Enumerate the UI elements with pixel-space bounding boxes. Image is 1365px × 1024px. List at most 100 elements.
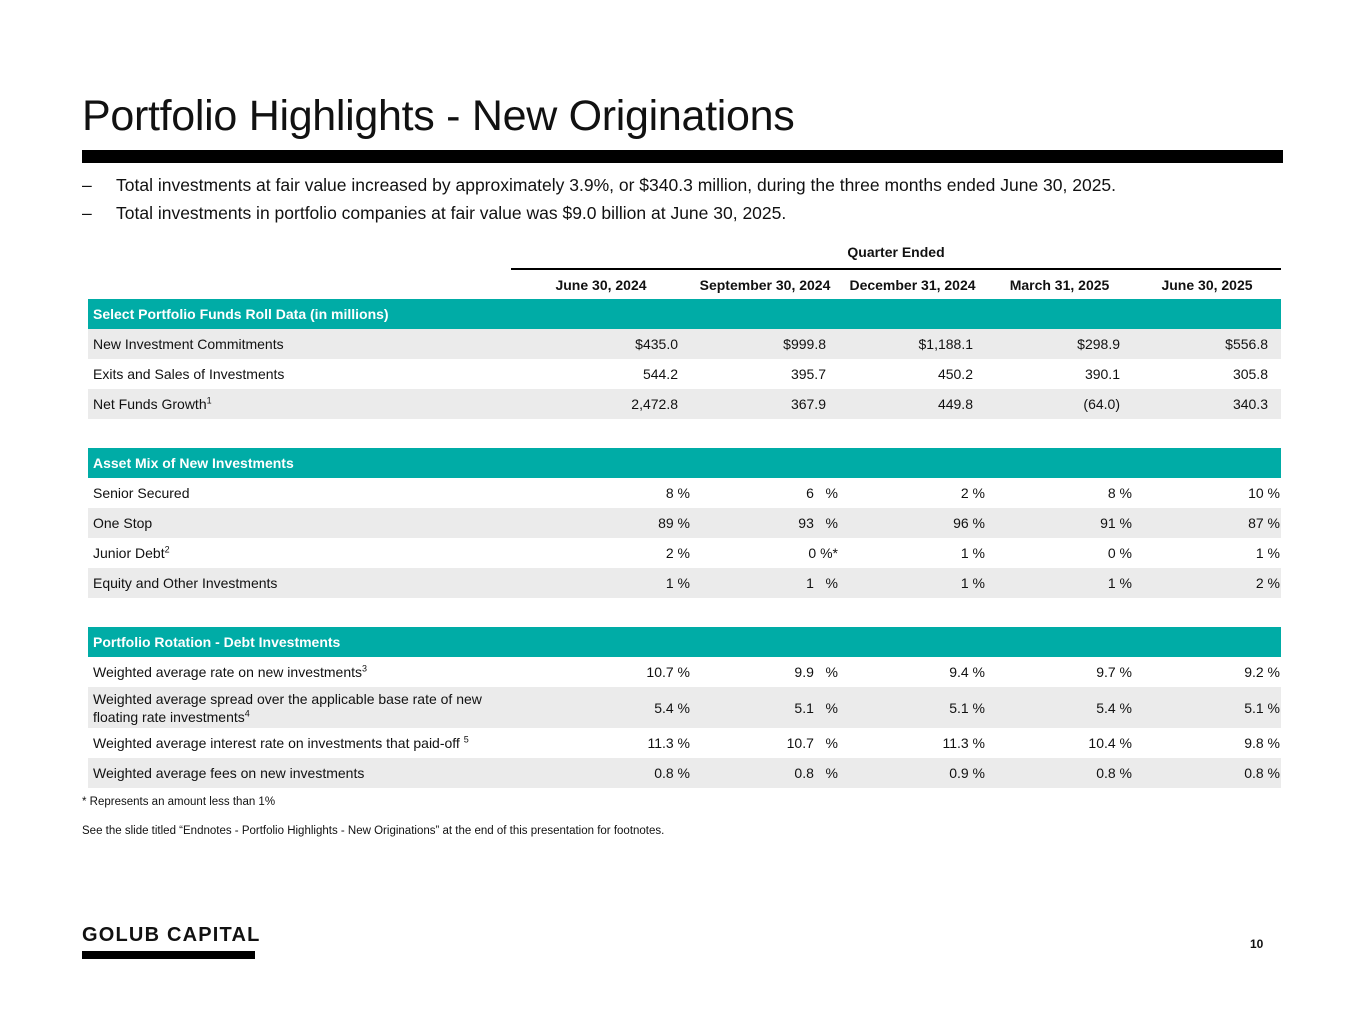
bullet-list: – Total investments at fair value increa… <box>82 171 1282 227</box>
quarter-ended-label: Quarter Ended <box>847 244 945 260</box>
cell-value: 11.3 % <box>647 735 690 751</box>
row-label-text: Senior Secured <box>93 485 190 501</box>
cell-value: 5.1 % <box>949 699 985 716</box>
table-row: Weighted average spread over the applica… <box>88 687 1281 728</box>
bullet-item: – Total investments at fair value increa… <box>82 171 1282 199</box>
bullet-marker: – <box>82 203 92 223</box>
row-label: One Stop <box>88 508 511 538</box>
section-header-rotation: Portfolio Rotation - Debt Investments <box>88 627 1281 657</box>
row-values: 1 % 1 % 1 % 1 % 2 % <box>511 568 1281 598</box>
cell-value: 390.1 <box>1084 366 1120 382</box>
endnotes-reference: See the slide titled “Endnotes - Portfol… <box>82 825 665 837</box>
table-row: One Stop 89 % 93 % 96 % 91 % 87 % <box>88 508 1281 538</box>
cell-value: 8 % <box>1107 485 1132 501</box>
cell-value: 1 % <box>960 575 985 591</box>
cell-value: 5.1 % <box>794 699 838 716</box>
cell-value: 1 % <box>960 545 985 561</box>
cell-value: $1,188.1 <box>918 336 974 352</box>
table-row: Weighted average interest rate on invest… <box>88 728 1281 758</box>
page-title: Portfolio Highlights - New Originations <box>82 92 795 140</box>
cell-value: 11.3 % <box>942 735 985 751</box>
row-values: 11.3 % 10.7 % 11.3 % 10.4 % 9.8 % <box>511 728 1281 758</box>
footnote-marker: 4 <box>244 707 250 718</box>
row-values: 2 % 0 %* 1 % 0 % 1 % <box>511 538 1281 568</box>
cell-value: 9.8 % <box>1244 735 1280 751</box>
cell-value: 5.4 % <box>654 699 690 716</box>
table-row: Junior Debt2 2 % 0 %* 1 % 0 % 1 % <box>88 538 1281 568</box>
cell-value: 1 % <box>1255 545 1280 561</box>
cell-value: 9.9 % <box>794 664 838 680</box>
cell-value: 10 % <box>1248 485 1280 501</box>
table-row: Net Funds Growth1 2,472.8 367.9 449.8 (64.0)… <box>88 389 1281 419</box>
row-label-text: Net Funds Growth <box>93 396 207 412</box>
table-row: Senior Secured 8 % 6 % 2 % 8 % 10 % <box>88 478 1281 508</box>
row-label: Weighted average interest rate on invest… <box>88 728 511 758</box>
column-header: September 30, 2024 <box>699 277 831 293</box>
bullet-marker: – <box>82 175 92 195</box>
cell-value: $435.0 <box>635 336 678 352</box>
cell-value: 93 % <box>798 515 838 531</box>
cell-value: 8 % <box>665 485 690 501</box>
column-header: March 31, 2025 <box>1009 277 1110 293</box>
row-label: Equity and Other Investments <box>88 568 511 598</box>
table-row: Weighted average fees on new investments… <box>88 758 1281 788</box>
cell-value: 5.1 % <box>1244 699 1280 716</box>
row-values: 5.4 % 5.1 % 5.1 % 5.4 % 5.1 % <box>511 687 1281 728</box>
cell-value: 10.4 % <box>1088 735 1132 751</box>
row-label: Weighted average rate on new investments… <box>88 657 511 687</box>
cell-value: 340.3 <box>1232 396 1268 412</box>
section-header-funds-roll: Select Portfolio Funds Roll Data (in mil… <box>88 299 1281 329</box>
row-label-text: Weighted average spread over the applica… <box>93 690 482 725</box>
table-row: Exits and Sales of Investments 544.2 395.7… <box>88 359 1281 389</box>
cell-value: 2 % <box>1255 575 1280 591</box>
logo-underline <box>82 951 255 959</box>
cell-value: 449.8 <box>937 396 973 412</box>
quarter-ended-rule <box>511 268 1281 270</box>
column-header: June 30, 2025 <box>1161 277 1253 293</box>
column-header: June 30, 2024 <box>555 277 647 293</box>
row-values: 2,472.8 367.9 449.8 (64.0) 340.3 <box>511 389 1281 419</box>
cell-value: 305.8 <box>1232 366 1268 382</box>
row-label-text: Exits and Sales of Investments <box>93 366 285 382</box>
footnote-marker: 1 <box>206 395 212 406</box>
row-label: Senior Secured <box>88 478 511 508</box>
row-label-text: Weighted average rate on new investments <box>93 664 363 680</box>
cell-value: 367.9 <box>790 396 826 412</box>
row-label: New Investment Commitments <box>88 329 511 359</box>
row-values: 0.8 % 0.8 % 0.9 % 0.8 % 0.8 % <box>511 758 1281 788</box>
cell-value: 1 % <box>665 575 690 591</box>
cell-value: 89 % <box>658 515 690 531</box>
section-header-asset-mix: Asset Mix of New Investments <box>88 448 1281 478</box>
bullet-text: Total investments at fair value increase… <box>116 175 1117 195</box>
row-label: Weighted average fees on new investments <box>88 758 511 788</box>
asterisk-note: * Represents an amount less than 1% <box>82 796 276 808</box>
bullet-text: Total investments in portfolio companies… <box>116 203 787 223</box>
cell-value: 10.7 % <box>646 664 690 680</box>
row-label-text: Junior Debt <box>93 545 165 561</box>
row-label-text: Weighted average fees on new investments <box>93 765 365 781</box>
row-values: 10.7 % 9.9 % 9.4 % 9.7 % 9.2 % <box>511 657 1281 687</box>
row-values: $435.0 $999.8 $1,188.1 $298.9 $556.8 <box>511 329 1281 359</box>
cell-value: 91 % <box>1100 515 1132 531</box>
cell-value: 2,472.8 <box>631 396 678 412</box>
cell-value: $298.9 <box>1077 336 1120 352</box>
row-label: Exits and Sales of Investments <box>88 359 511 389</box>
cell-value: 0 %* <box>808 545 838 561</box>
cell-value: 10.7 % <box>786 735 838 751</box>
cell-value: 450.2 <box>937 366 973 382</box>
cell-value: 9.2 % <box>1244 664 1280 680</box>
row-values: 544.2 395.7 450.2 390.1 305.8 <box>511 359 1281 389</box>
cell-value: 87 % <box>1248 515 1280 531</box>
row-label-text: New Investment Commitments <box>93 336 284 352</box>
title-rule <box>82 150 1283 163</box>
cell-value: 0.8 % <box>1244 765 1280 781</box>
row-label: Net Funds Growth1 <box>88 389 511 419</box>
cell-value: 1 % <box>806 575 838 591</box>
cell-value: $556.8 <box>1225 336 1268 352</box>
cell-value: 9.7 % <box>1096 664 1132 680</box>
table-row: New Investment Commitments $435.0 $999.8 $1… <box>88 329 1281 359</box>
page-number: 10 <box>1250 937 1264 951</box>
cell-value: 5.4 % <box>1096 699 1132 716</box>
footnote-marker: 2 <box>164 544 170 555</box>
row-label-text: One Stop <box>93 515 153 531</box>
